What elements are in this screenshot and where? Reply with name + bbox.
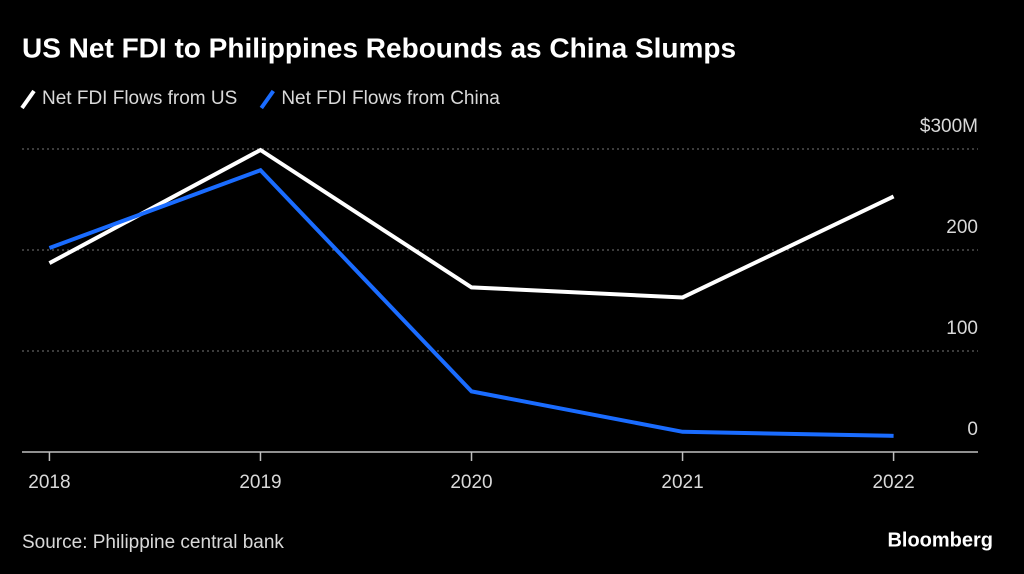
legend-label: Net FDI Flows from China [281,88,500,109]
y-tick-label: 0 [967,419,978,440]
x-tick-label: 2019 [239,472,281,493]
series-line [48,147,895,300]
x-tick-label: 2020 [450,472,492,493]
legend-swatch [20,89,36,110]
y-tick-label: $300M [920,116,978,137]
source: Source: Philippine central bank [22,532,284,553]
x-tick-label: 2022 [872,472,914,493]
x-tick-label: 2021 [661,472,703,493]
series-line [48,167,894,438]
legend-label: Net FDI Flows from US [42,88,237,109]
chart-title: US Net FDI to Philippines Rebounds as Ch… [22,32,736,63]
y-tick-label: 200 [946,217,978,238]
credit: Bloomberg [887,529,993,551]
x-tick-label: 2018 [28,472,70,493]
legend-swatch [259,89,275,110]
y-tick-label: 100 [946,318,978,339]
